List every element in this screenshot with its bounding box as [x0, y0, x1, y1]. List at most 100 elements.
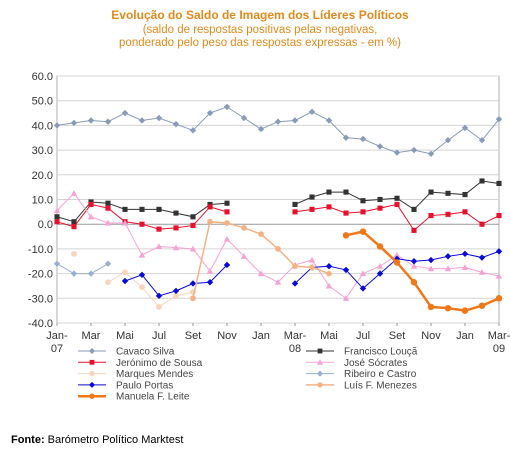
series-luis-f-menezes [190, 218, 332, 302]
data-point-manuela-f-leite [359, 228, 367, 235]
data-point-jeronimo-de-sousa [54, 219, 60, 225]
legend-item-jeronimo-de-sousa: Jerónimo de Sousa [78, 358, 203, 369]
legend-swatch-marker [317, 370, 323, 377]
data-point-marques-mendes [122, 269, 128, 276]
data-point-ribeiro-e-castro [87, 270, 95, 277]
data-point-jose-socrates [138, 251, 146, 258]
data-point-francisco-louca [122, 206, 128, 212]
data-point-cavaco-silva [359, 135, 367, 143]
data-point-jose-socrates [342, 295, 350, 301]
data-point-jeronimo-de-sousa [88, 201, 94, 207]
data-point-ribeiro-e-castro [53, 260, 61, 267]
data-point-cavaco-silva [87, 117, 95, 124]
legend-label: Luís F. Menezes [344, 380, 417, 391]
data-point-francisco-louca [190, 214, 196, 220]
data-point-marques-mendes [139, 284, 145, 291]
data-point-luis-f-menezes [275, 246, 281, 252]
data-point-jeronimo-de-sousa [156, 226, 162, 232]
data-point-cavaco-silva [444, 137, 452, 144]
legend-swatch-marker [317, 348, 323, 354]
legend: Cavaco Silva Francisco Louçã Jerónimo de S… [78, 347, 418, 403]
y-tick-label: 0.0 [38, 219, 53, 231]
data-point-jose-socrates [172, 244, 180, 251]
data-point-cavaco-silva [257, 125, 265, 133]
legend-swatch-marker [317, 359, 323, 365]
data-point-cavaco-silva [155, 114, 163, 122]
data-point-cavaco-silva [325, 117, 333, 124]
chart-title: Evolução do Saldo de Imagem dos Líderes … [111, 8, 409, 22]
data-point-ribeiro-e-castro [104, 260, 112, 267]
data-point-paulo-portas [461, 250, 469, 258]
series-jeronimo-de-sousa [54, 201, 502, 233]
data-point-jose-socrates [121, 219, 129, 226]
data-point-jeronimo-de-sousa [360, 209, 366, 215]
data-point-luis-f-menezes [190, 295, 196, 302]
data-point-manuela-f-leite [410, 279, 418, 286]
data-point-marques-mendes [71, 250, 77, 257]
data-point-francisco-louca [445, 190, 451, 196]
data-point-francisco-louca [343, 189, 349, 195]
data-point-francisco-louca [411, 206, 417, 212]
data-point-jeronimo-de-sousa [105, 205, 111, 211]
data-point-jeronimo-de-sousa [479, 221, 485, 227]
data-point-francisco-louca [428, 189, 434, 195]
data-point-cavaco-silva [393, 149, 401, 156]
data-point-jose-socrates [461, 264, 469, 270]
data-point-cavaco-silva [189, 127, 197, 134]
legend-item-luis-f-menezes: Luís F. Menezes [306, 380, 417, 391]
data-point-jose-socrates [308, 256, 316, 263]
data-point-francisco-louca [394, 195, 400, 201]
data-point-marques-mendes [173, 292, 179, 299]
data-point-jose-socrates [53, 207, 61, 214]
data-point-cavaco-silva [121, 109, 129, 117]
data-point-francisco-louca [139, 206, 145, 212]
data-point-jeronimo-de-sousa [224, 209, 230, 215]
data-point-cavaco-silva [461, 124, 469, 132]
data-point-jeronimo-de-sousa [292, 209, 298, 215]
data-point-cavaco-silva [376, 143, 384, 150]
data-point-jeronimo-de-sousa [139, 221, 145, 227]
data-point-francisco-louca [156, 206, 162, 212]
data-point-jeronimo-de-sousa [343, 210, 349, 216]
data-point-manuela-f-leite [342, 232, 350, 239]
data-point-jeronimo-de-sousa [411, 227, 417, 233]
data-point-francisco-louca [360, 198, 366, 204]
data-point-jeronimo-de-sousa [326, 204, 332, 210]
data-point-francisco-louca [377, 196, 383, 203]
data-point-marques-mendes [105, 279, 111, 286]
data-point-manuela-f-leite [376, 243, 384, 250]
data-point-paulo-portas [291, 280, 299, 287]
series-line-marques-mendes [107, 271, 194, 308]
data-point-jose-socrates [223, 235, 231, 242]
data-point-marques-mendes [156, 304, 162, 310]
data-point-jose-socrates [87, 213, 95, 220]
data-point-cavaco-silva [410, 146, 418, 154]
data-point-cavaco-silva [70, 119, 78, 127]
grid [57, 75, 499, 324]
data-point-francisco-louca [224, 200, 230, 206]
source-note: Fonte: Barómetro Político Marktest [11, 434, 183, 446]
data-point-francisco-louca [54, 214, 60, 220]
legend-label: José Sócrates [344, 358, 407, 369]
data-point-jose-socrates [359, 270, 367, 277]
data-point-francisco-louca [496, 180, 502, 187]
data-point-jeronimo-de-sousa [394, 201, 400, 207]
legend-swatch-marker [89, 370, 95, 377]
data-point-paulo-portas [359, 285, 367, 292]
data-point-cavaco-silva [495, 116, 503, 123]
data-point-jeronimo-de-sousa [71, 224, 77, 230]
data-point-cavaco-silva [104, 118, 112, 125]
data-point-luis-f-menezes [326, 270, 332, 277]
chart-subtitle-line-2: ponderado pelo peso das respostas expres… [119, 37, 401, 49]
data-point-jose-socrates [206, 267, 214, 274]
legend-item-ribeiro-e-castro: Ribeiro e Castro [306, 369, 417, 380]
x-tick-label: Jan- [46, 330, 68, 342]
x-tick-label: Jan [456, 330, 474, 342]
legend-item-jose-socrates: José Sócrates [306, 358, 407, 369]
legend-label: Ribeiro e Castro [344, 369, 417, 380]
data-point-paulo-portas [325, 262, 333, 270]
data-point-jeronimo-de-sousa [445, 211, 451, 217]
data-point-manuela-f-leite [393, 259, 401, 266]
data-point-cavaco-silva [240, 114, 248, 122]
